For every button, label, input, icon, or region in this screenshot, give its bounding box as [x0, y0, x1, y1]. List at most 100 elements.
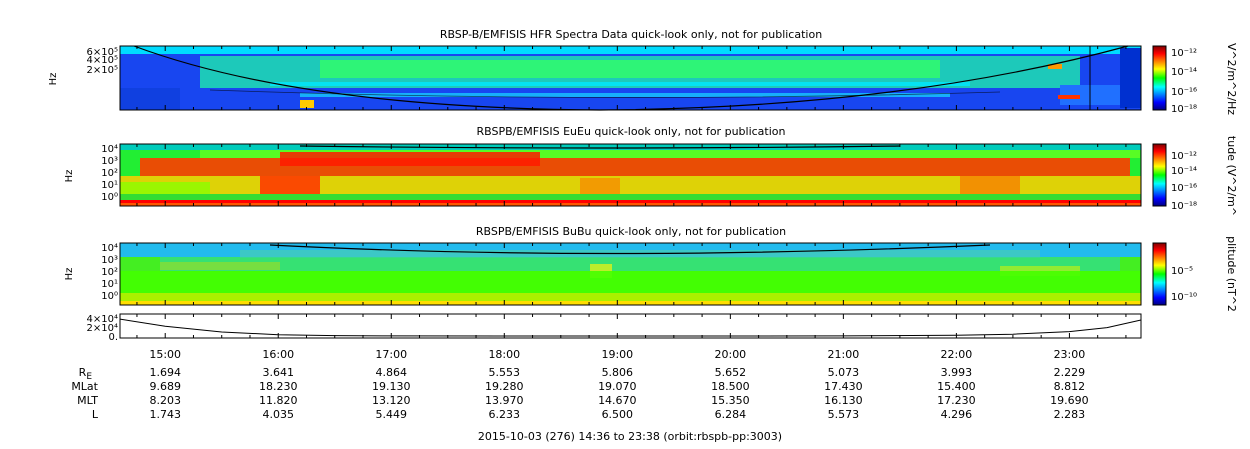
ephem-cell: 5.806: [602, 366, 634, 379]
time-axis-labels: 15:00 16:00 17:00 18:00 19:00 20:00 21:0…: [149, 348, 1085, 361]
time-tick-label-0: 15:00: [149, 348, 181, 361]
bubu-cbar-tick-1: 10⁻¹⁰: [1171, 292, 1197, 303]
hfr-ytick-0: 6×10⁵: [87, 47, 118, 58]
bubu-panel: RBSPB/EMFISIS BuBu quick-look only, not …: [64, 225, 1238, 312]
eueu-ytick-2: 10²: [101, 168, 118, 179]
ephemeris-table: RE MLat MLT L 1.694 3.641 4.864 5.553 5.806 5…: [71, 366, 1088, 421]
eueu-yaxis: Hz 10⁴ 10³ 10² 10¹ 10⁰: [64, 144, 118, 203]
ephem-cell: 6.284: [715, 408, 747, 421]
ephem-cell: 15.350: [711, 394, 750, 407]
time-tick-label-6: 21:00: [828, 348, 860, 361]
line-frame: [119, 313, 1142, 339]
eueu-title: RBSPB/EMFISIS EuEu quick-look only, not …: [476, 125, 785, 138]
ephem-cell: 5.573: [828, 408, 860, 421]
eueu-cbar-tick-3: 10⁻¹⁸: [1171, 201, 1197, 212]
hfr-ytick-2: 2×10⁵: [87, 65, 118, 76]
time-tick-label-5: 20:00: [714, 348, 746, 361]
line-ytick-0: 4×10⁴: [87, 314, 118, 325]
ephem-cell: 2.283: [1054, 408, 1086, 421]
time-tick-label-7: 22:00: [941, 348, 973, 361]
ephem-cell: 11.820: [259, 394, 298, 407]
eueu-cbar-tick-2: 10⁻¹⁶: [1171, 183, 1197, 194]
bubu-cbar-label: plitude (nT^2: [1225, 236, 1238, 312]
ephem-cell: 5.652: [715, 366, 747, 379]
ephem-row-label: RE: [79, 366, 93, 382]
eueu-panel: RBSPB/EMFISIS EuEu quick-look only, not …: [64, 125, 1238, 216]
bubu-ytick-3: 10¹: [101, 279, 118, 290]
bubu-ytick-0: 10⁴: [101, 243, 118, 254]
hfr-cbar-tick-0: 10⁻¹²: [1171, 48, 1197, 59]
ephem-cell: 4.864: [376, 366, 408, 379]
ephem-cell: 2.229: [1054, 366, 1086, 379]
eueu-cbar-tick-0: 10⁻¹²: [1171, 151, 1197, 162]
ephem-cell: 18.230: [259, 380, 298, 393]
ephem-cell: 1.694: [149, 366, 181, 379]
eueu-ytick-3: 10¹: [101, 180, 118, 191]
ephem-cell: 19.280: [485, 380, 524, 393]
ephem-cell: 15.400: [937, 380, 976, 393]
hfr-yaxis: Hz 6×10⁵ 4×10⁵ 2×10⁵: [48, 47, 118, 85]
time-axis-ticks: [136, 46, 1127, 338]
hfr-cbar-label: V^2/m^2/Hz: [1225, 43, 1238, 115]
ephem-cell: 1.743: [149, 408, 181, 421]
bubu-ytick-1: 10³: [101, 255, 118, 266]
ephem-cell: 9.689: [149, 380, 181, 393]
bubu-ytick-4: 10⁰: [101, 291, 118, 302]
eueu-ytick-0: 10⁴: [101, 144, 118, 155]
time-tick-label-8: 23:00: [1054, 348, 1086, 361]
line-ytick-1: 2×10⁴: [87, 323, 118, 334]
ephem-cell: 4.035: [262, 408, 294, 421]
ephem-cell: 19.070: [598, 380, 637, 393]
bubu-spectrogram: [119, 242, 1142, 306]
bubu-ytick-2: 10²: [101, 267, 118, 278]
eueu-ytick-4: 10⁰: [101, 192, 118, 203]
ephem-cell: 6.233: [489, 408, 521, 421]
eueu-spectrogram: [119, 143, 1142, 207]
ephem-cell: 3.641: [262, 366, 294, 379]
hfr-spectrogram: [119, 45, 1142, 111]
ephem-cell: 3.993: [941, 366, 973, 379]
hfr-panel: RBSP-B/EMFISIS HFR Spectra Data quick-lo…: [48, 28, 1238, 115]
bubu-colorbar: 10⁻⁵ 10⁻¹⁰ plitude (nT^2: [1152, 236, 1238, 312]
hfr-cbar-tick-1: 10⁻¹⁴: [1171, 67, 1197, 78]
ephem-cell: 13.970: [485, 394, 524, 407]
ephem-row-label: L: [92, 408, 99, 421]
bubu-cbar-tick-0: 10⁻⁵: [1171, 266, 1193, 277]
ephem-row-re: RE: [79, 366, 93, 382]
hfr-ylabel: Hz: [48, 73, 59, 86]
time-tick-label-1: 16:00: [262, 348, 294, 361]
ephem-cell: 18.500: [711, 380, 750, 393]
footer-time-range: 2015-10-03 (276) 14:36 to 23:38 (orbit:r…: [478, 430, 782, 443]
ephem-row-label: MLT: [77, 394, 98, 407]
time-tick-label-4: 19:00: [601, 348, 633, 361]
ephem-cell: 19.130: [372, 380, 411, 393]
eueu-colorbar: 10⁻¹² 10⁻¹⁴ 10⁻¹⁶ 10⁻¹⁸ tude (V^2/m^: [1152, 136, 1238, 216]
ephem-row-label: MLat: [71, 380, 98, 393]
ephem-cell: 19.690: [1050, 394, 1089, 407]
hfr-cbar-tick-2: 10⁻¹⁶: [1171, 87, 1197, 98]
bubu-yaxis: Hz 10⁴ 10³ 10² 10¹ 10⁰: [64, 243, 118, 302]
ephem-cell: 14.670: [598, 394, 637, 407]
ephem-cell: 6.500: [602, 408, 634, 421]
ephem-cell: 17.230: [937, 394, 976, 407]
ephem-cell: 16.130: [824, 394, 863, 407]
ephem-cell: 4.296: [941, 408, 973, 421]
time-tick-label-2: 17:00: [375, 348, 407, 361]
hfr-colorbar: 10⁻¹² 10⁻¹⁴ 10⁻¹⁶ 10⁻¹⁸ V^2/m^2/Hz: [1152, 43, 1238, 115]
bubu-title: RBSPB/EMFISIS BuBu quick-look only, not …: [476, 225, 786, 238]
line-panel: 4×10⁴ 2×10⁴ 0.: [87, 313, 1142, 343]
eueu-cbar-label: tude (V^2/m^: [1225, 136, 1238, 216]
hfr-ytick-1: 4×10⁵: [87, 55, 118, 66]
ephem-cell: 8.812: [1054, 380, 1086, 393]
ephem-cell: 13.120: [372, 394, 411, 407]
hfr-title: RBSP-B/EMFISIS HFR Spectra Data quick-lo…: [440, 28, 822, 41]
ephem-cell: 5.553: [489, 366, 521, 379]
eueu-cbar-tick-1: 10⁻¹⁴: [1171, 166, 1197, 177]
ephem-cell: 17.430: [824, 380, 863, 393]
ephem-cells: 1.694 3.641 4.864 5.553 5.806 5.652 5.073 3.993…: [149, 366, 1088, 421]
hfr-cbar-tick-3: 10⁻¹⁸: [1171, 104, 1197, 115]
ephem-cell: 5.449: [376, 408, 408, 421]
bubu-ylabel: Hz: [64, 268, 75, 281]
eueu-ytick-1: 10³: [101, 156, 118, 167]
